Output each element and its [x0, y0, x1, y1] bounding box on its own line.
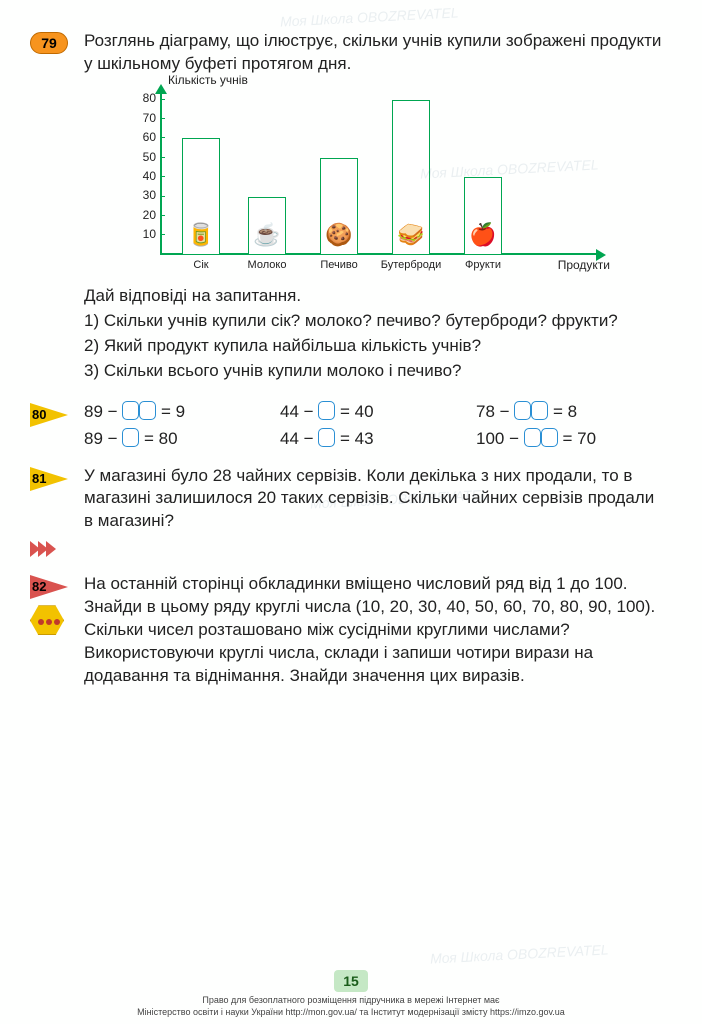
y-tick: 40	[120, 168, 156, 184]
x-tick-label: Фрукти	[465, 258, 501, 273]
hex-icon	[30, 605, 68, 639]
bar-Фрукти: 🍎	[464, 177, 502, 255]
blank-box	[122, 428, 139, 447]
badge-79: 79	[30, 32, 72, 56]
task-79-text: Розглянь діаграму, що ілюструє, скільки …	[84, 30, 662, 76]
bar-Печиво: 🍪	[320, 158, 358, 255]
task-82: 82 На останній сторінці обкладинки вміще…	[30, 573, 662, 688]
bar-icon: ☕	[253, 220, 280, 250]
x-tick-label: Бутерброди	[381, 258, 441, 273]
questions-intro: Дай відповіді на запитання.	[84, 285, 662, 308]
equation-cell: 78 − = 8	[476, 401, 662, 424]
equation-cell: 44 − = 40	[280, 401, 466, 424]
question-1: 1) Скільки учнів купили сік? молоко? печ…	[84, 310, 662, 333]
y-axis-label: Кількість учнів	[168, 72, 248, 88]
equation-cell: 100 − = 70	[476, 428, 662, 451]
badge-82: 82	[30, 575, 72, 599]
bar-icon: 🥫	[187, 220, 214, 250]
bar-icon: 🥪	[397, 220, 424, 250]
bar-Сік: 🥫	[182, 138, 220, 254]
y-tick: 60	[120, 129, 156, 145]
task-81-text: У магазині було 28 чайних сервізів. Коли…	[84, 465, 662, 534]
blank-box	[318, 401, 335, 420]
y-tick: 20	[120, 207, 156, 223]
blank-box	[514, 401, 531, 420]
question-2: 2) Який продукт купила найбільша кількіс…	[84, 335, 662, 358]
bar-Молоко: ☕	[248, 197, 286, 255]
badge-number: 79	[30, 32, 68, 54]
question-3: 3) Скільки всього учнів купили молоко і …	[84, 360, 662, 383]
chevron-icon	[30, 539, 72, 559]
questions-block: Дай відповіді на запитання. 1) Скільки у…	[84, 285, 662, 383]
footer-line-2: Міністерство освіти і науки України http…	[137, 1007, 565, 1017]
task-82-text: На останній сторінці обкладинки вміщено …	[84, 573, 662, 688]
y-tick: 10	[120, 226, 156, 242]
blank-box	[531, 401, 548, 420]
badge-80: 80	[30, 403, 72, 427]
task-80: 80 89 − = 9 44 − = 40 78 − = 8 89 − = 80 44 …	[30, 401, 662, 451]
y-tick: 80	[120, 90, 156, 106]
y-tick: 30	[120, 187, 156, 203]
x-tick-label: Печиво	[320, 258, 357, 273]
blank-box	[541, 428, 558, 447]
watermark: Моя Школа OBOZREVATEL	[280, 3, 459, 31]
bar-Бутерброди: 🥪	[392, 100, 430, 255]
bar-icon: 🍪	[325, 220, 352, 250]
y-tick: 70	[120, 110, 156, 126]
task-80-equations: 89 − = 9 44 − = 40 78 − = 8 89 − = 80 44 − =…	[84, 401, 662, 451]
x-tick-label: Сік	[193, 258, 208, 273]
x-tick-label: Молоко	[248, 258, 287, 273]
equation-cell: 89 − = 9	[84, 401, 270, 424]
blank-box	[524, 428, 541, 447]
bar-icon: 🍎	[469, 220, 496, 250]
watermark: Моя Школа OBOZREVATEL	[430, 940, 609, 968]
task-79: 79 Розглянь діаграму, що ілюструє, скіль…	[30, 30, 662, 76]
badge-number: 81	[32, 470, 46, 488]
blank-box	[318, 428, 335, 447]
equation-cell: 44 − = 43	[280, 428, 466, 451]
page-number: 15	[334, 970, 368, 992]
x-axis-label: Продукти	[558, 257, 610, 273]
badge-number: 82	[32, 578, 46, 596]
y-tick: 50	[120, 149, 156, 165]
blank-box	[139, 401, 156, 420]
equation-cell: 89 − = 80	[84, 428, 270, 451]
task-81: 81 У магазині було 28 чайних сервізів. К…	[30, 465, 662, 534]
footer-line-1: Право для безоплатного розміщення підруч…	[202, 995, 499, 1005]
blank-box	[122, 401, 139, 420]
footer: Право для безоплатного розміщення підруч…	[35, 994, 667, 1018]
bar-chart: Кількість учнівПродукти1020304050607080🥫…	[120, 90, 662, 275]
task-81-marker	[30, 537, 662, 559]
badge-number: 80	[32, 406, 46, 424]
badge-81: 81	[30, 467, 72, 491]
